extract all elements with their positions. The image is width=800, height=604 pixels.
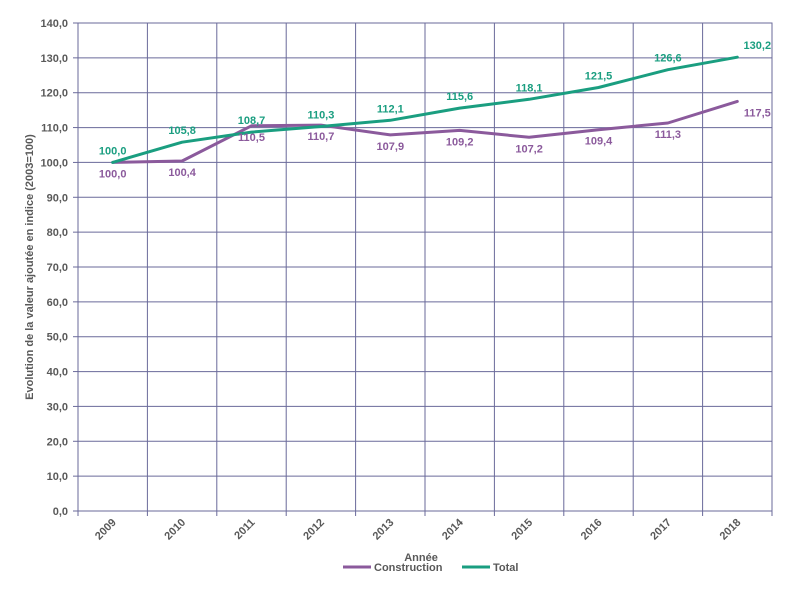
data-label-construction: 110,5 — [238, 132, 265, 144]
x-tick-label: 2016 — [579, 517, 605, 543]
data-label-total: 105,8 — [168, 125, 196, 137]
y-tick-label: 80,0 — [47, 227, 68, 239]
data-label-construction: 110,7 — [307, 131, 334, 143]
data-label-construction: 107,9 — [377, 141, 405, 153]
data-label-construction: 107,2 — [515, 143, 543, 155]
x-tick-label: 2011 — [232, 517, 257, 542]
y-tick-label: 10,0 — [47, 471, 68, 483]
series-line-total — [111, 55, 739, 164]
data-label-total: 118,1 — [516, 82, 543, 94]
x-tick-label: 2013 — [371, 517, 397, 543]
data-label-total: 100,0 — [99, 145, 127, 157]
data-label-construction: 109,2 — [446, 136, 474, 148]
data-label-construction: 109,4 — [585, 136, 613, 148]
y-tick-label: 0,0 — [53, 506, 68, 518]
data-label-construction: 100,0 — [99, 168, 127, 180]
y-tick-label: 110,0 — [41, 123, 68, 135]
x-tick-label: 2012 — [301, 517, 327, 543]
y-tick-label: 40,0 — [47, 367, 68, 379]
data-label-total: 121,5 — [585, 70, 613, 82]
x-tick-label: 2015 — [509, 517, 535, 543]
x-tick-label: 2014 — [440, 516, 466, 542]
data-label-construction: 117,5 — [744, 107, 771, 119]
y-tick-label: 70,0 — [47, 262, 68, 274]
data-label-total: 130,2 — [744, 40, 772, 52]
data-label-construction: 111,3 — [655, 129, 681, 141]
x-axis-title: Année — [404, 552, 438, 564]
x-tick-label: 2018 — [718, 517, 744, 543]
y-tick-label: 140,0 — [40, 18, 68, 30]
data-label-total: 126,6 — [654, 53, 682, 65]
legend-label-construction: Construction — [374, 562, 443, 574]
y-tick-label: 20,0 — [47, 436, 68, 448]
y-tick-label: 60,0 — [47, 297, 68, 309]
data-label-total: 110,3 — [307, 110, 334, 122]
x-tick-label: 2017 — [648, 517, 674, 543]
data-label-total: 108,7 — [238, 115, 266, 127]
y-axis-title: Evolution de la valeur ajoutée en indice… — [24, 134, 36, 400]
x-tick-label: 2009 — [93, 517, 119, 543]
legend-label-total: Total — [493, 562, 518, 574]
x-tick-label: 2010 — [162, 517, 188, 543]
data-label-total: 115,6 — [446, 91, 473, 103]
y-tick-label: 120,0 — [40, 88, 68, 100]
data-label-construction: 100,4 — [168, 167, 196, 179]
y-tick-label: 50,0 — [47, 332, 68, 344]
y-tick-label: 130,0 — [40, 53, 68, 65]
y-tick-label: 100,0 — [40, 157, 68, 169]
series-line-construction — [111, 99, 739, 164]
y-tick-label: 30,0 — [47, 401, 68, 413]
data-label-total: 112,1 — [377, 103, 404, 115]
y-tick-label: 90,0 — [47, 192, 68, 204]
